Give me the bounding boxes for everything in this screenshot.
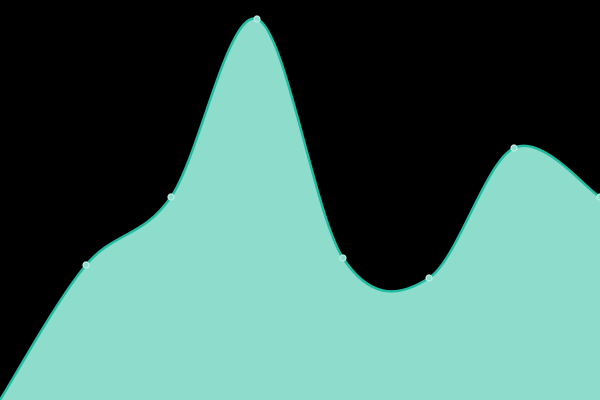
data-point-marker[interactable] [167, 193, 175, 201]
data-point-marker[interactable] [596, 193, 600, 201]
chart-plot-group [0, 15, 600, 400]
data-point-marker[interactable] [339, 254, 347, 262]
data-point-marker[interactable] [82, 261, 90, 269]
data-point-marker[interactable] [510, 144, 518, 152]
data-point-marker[interactable] [253, 15, 261, 23]
area-fill-path [0, 18, 600, 400]
data-point-markers [82, 15, 600, 282]
data-point-marker[interactable] [425, 274, 433, 282]
area-line-path [0, 17, 600, 400]
